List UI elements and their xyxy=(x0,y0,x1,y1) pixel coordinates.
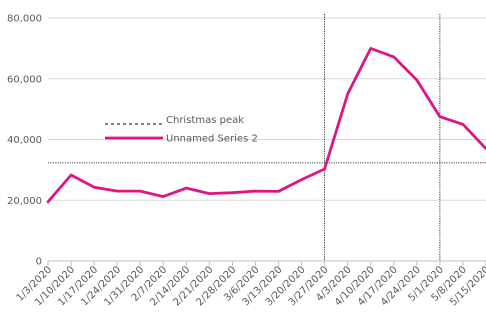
y-tick-label: 20,000 xyxy=(7,196,42,207)
legend-label-series: Unnamed Series 2 xyxy=(166,134,258,145)
gridlines xyxy=(48,17,486,201)
legend-label-christmas-peak: Christmas peak xyxy=(166,115,244,126)
series-layer xyxy=(46,47,486,204)
y-tick-label: 60,000 xyxy=(7,74,42,85)
y-axis-ticks: 0 20,000 40,000 60,000 80,000 xyxy=(7,14,42,268)
legend: Christmas peak Unnamed Series 2 xyxy=(105,115,258,145)
reference-lines xyxy=(48,14,486,261)
series-line xyxy=(46,47,486,204)
x-axis: 1/3/20201/10/20201/17/20201/24/20201/31/… xyxy=(15,260,486,308)
y-tick-label: 40,000 xyxy=(7,135,42,146)
y-tick-label: 80,000 xyxy=(7,14,42,25)
y-tick-label: 0 xyxy=(36,257,42,268)
